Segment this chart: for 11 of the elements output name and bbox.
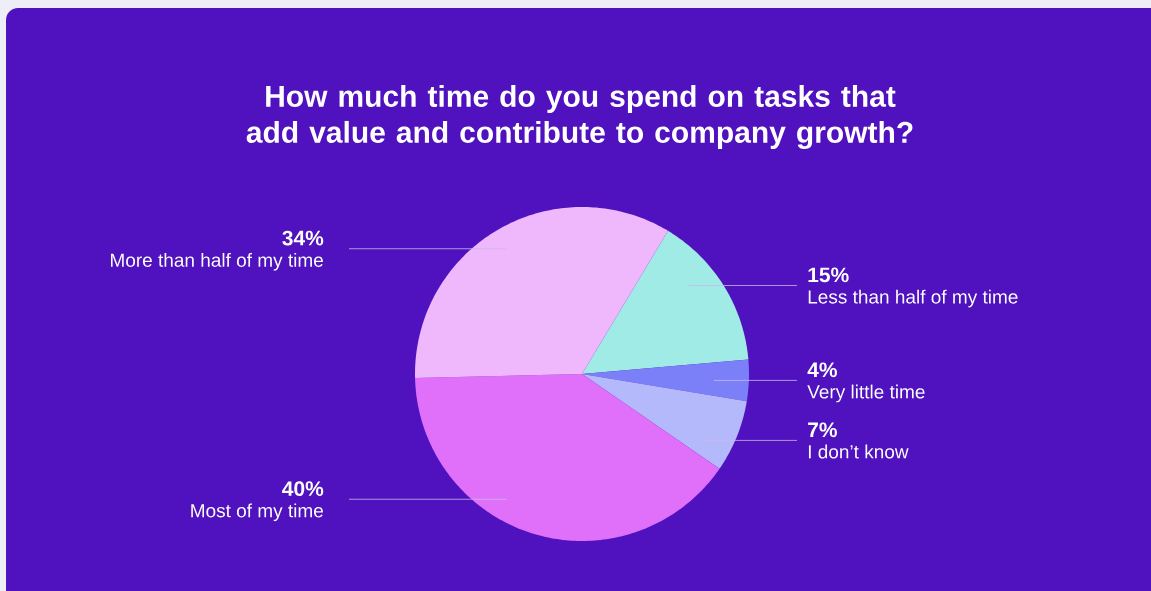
slice-label: Very little time <box>807 384 925 403</box>
data-label: 15% <box>808 267 849 283</box>
data-label: 7% <box>808 422 837 438</box>
slice-label: I don’t know <box>808 444 909 459</box>
data-label: 34% <box>282 230 324 246</box>
slice-label: Most of my time <box>191 503 323 522</box>
slice-label: More than half of my time <box>111 252 323 271</box>
slice-label: Less than half of my time <box>808 289 1018 308</box>
data-label: 4% <box>807 362 837 378</box>
data-label: 40% <box>282 481 324 497</box>
chart-title: How much time do you spend on tasks that add value and contribute to company growth? <box>246 84 913 150</box>
